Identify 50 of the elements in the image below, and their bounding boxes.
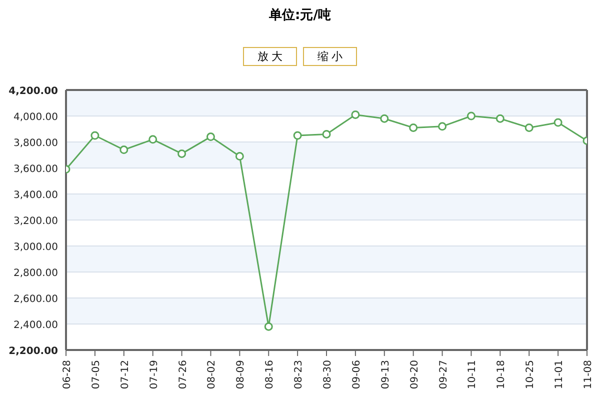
x-tick-label: 08-02 [206,360,218,390]
point [380,114,389,123]
y-tick-label: 3,600.00 [13,164,58,175]
y-tick-label: 2,400.00 [13,320,58,331]
x-tick-label: 10-25 [525,360,536,390]
point [90,131,100,140]
y-tick-label: 3,800.00 [13,138,58,149]
y-tick-label: 4,000.00 [13,112,58,123]
x-tick-label: 11-01 [554,360,566,390]
y-tick-label: 3,000.00 [13,242,58,253]
x-tick-label: 08-23 [294,360,305,390]
x-tick-label: 10-11 [467,360,478,390]
point [554,118,562,127]
x-tick-label: 07-12 [120,360,131,390]
x-tick-label: 11-08 [583,360,594,390]
point [264,322,273,331]
text: 缩 小 [303,47,357,66]
x-tick-label: 09-20 [409,360,420,390]
x-tick-label: 07-19 [148,360,160,390]
point [438,122,447,131]
x-tick-label: 10-18 [496,360,508,390]
x-tick-label: 08-09 [236,360,247,390]
chart-title: 单位:元/吨 [268,7,332,24]
x-tick-label: 09-13 [380,360,392,390]
y-tick-label: 2,600.00 [13,294,58,305]
point [178,149,186,158]
x-tick-label: 08-16 [264,360,276,390]
point [148,135,158,144]
point [293,131,302,140]
y-tick-label: 3,200.00 [13,216,58,227]
x-tick-label: 07-05 [90,360,102,390]
x-tick-label: 07-26 [178,360,189,390]
x-tick-label: 08-30 [322,360,334,390]
x-tick-label: 09-27 [438,360,450,390]
point [496,114,504,123]
y-tick-label: 4,200.00 [8,86,58,97]
text: 放 大 [243,47,297,66]
point [322,130,331,138]
point [235,152,244,161]
point [409,123,418,132]
x-tick-label: 09-06 [351,360,362,390]
point [206,132,215,142]
y-tick-label: 2,800.00 [13,268,58,279]
point [351,110,360,119]
x-tick-label: 06-28 [62,360,73,390]
point [466,112,476,120]
y-tick-label: 2,200.00 [8,346,58,357]
point [120,146,128,154]
y-tick-label: 3,400.00 [13,190,58,201]
point [524,123,534,132]
